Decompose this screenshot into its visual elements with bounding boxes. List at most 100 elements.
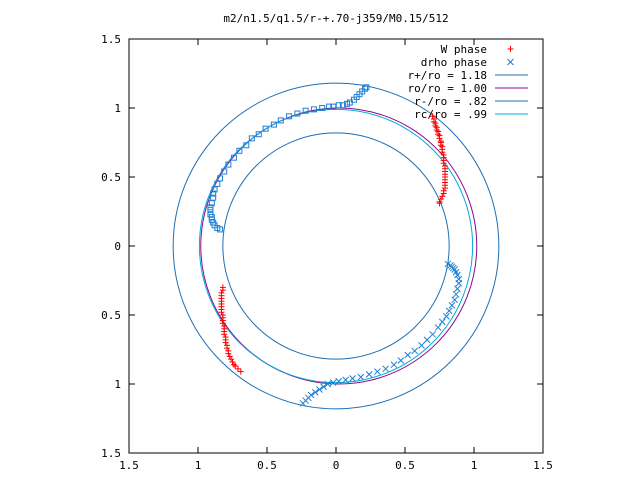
point-d_arc1-21 <box>255 131 262 138</box>
point-w_arc1-29 <box>442 185 449 192</box>
y-tick-label: 1.5 <box>101 33 121 46</box>
point-d_arc1-17 <box>230 154 237 161</box>
point-w_arc1-4 <box>432 122 439 129</box>
point-w_arc2-17 <box>221 331 228 338</box>
point-d_arc2-29 <box>342 376 350 384</box>
x-tick-label: 0.5 <box>257 459 277 472</box>
point-d_arc1-20 <box>248 135 255 142</box>
point-d_arc1-33 <box>339 102 346 109</box>
point-d_arc2-9 <box>454 285 461 293</box>
point-d_arc1-8 <box>207 204 214 211</box>
y-tick-label: 0.5 <box>101 171 121 184</box>
point-w_arc1-8 <box>435 131 442 138</box>
point-d_arc1-16 <box>225 161 232 168</box>
point-d_arc1-22 <box>262 125 269 132</box>
point-w_arc2-13 <box>219 320 226 327</box>
legend-label-c4: rc/ro = .99 <box>414 108 487 121</box>
point-w_arc1-16 <box>439 149 446 156</box>
point-w_arc1-31 <box>440 190 447 197</box>
x-tick-label: 1 <box>195 459 202 472</box>
point-d_arc2-19 <box>418 342 425 349</box>
point-w_arc1-32 <box>439 193 446 200</box>
x-tick-label: 1.5 <box>119 459 139 472</box>
legend-sample-d <box>507 58 514 66</box>
point-w_arc2-20 <box>222 339 229 346</box>
point-d_arc1-11 <box>210 190 217 197</box>
point-d_arc2-23 <box>390 361 398 369</box>
point-d_arc2-35 <box>311 388 319 396</box>
point-d_arc2-11 <box>451 296 459 304</box>
point-w_arc1-10 <box>436 135 443 142</box>
point-d_arc1-27 <box>302 107 309 114</box>
point-w_arc1-0 <box>429 113 436 120</box>
point-w_arc2-9 <box>218 309 225 316</box>
point-w_arc1-13 <box>437 142 444 149</box>
point-d_arc2-8 <box>455 279 463 287</box>
point-d_arc2-17 <box>429 330 436 338</box>
point-d_arc1-13 <box>214 180 221 187</box>
point-d_arc1-41 <box>363 84 370 91</box>
point-w_arc2-1 <box>219 287 226 294</box>
point-d_arc2-22 <box>397 357 405 364</box>
legend-label-w: W phase <box>441 43 487 56</box>
points-layer <box>207 84 463 407</box>
legend-label-c2: ro/ro = 1.00 <box>408 82 487 95</box>
point-d_arc1-40 <box>361 85 368 92</box>
point-d_arc2-14 <box>443 313 450 320</box>
x-tick-label: 0 <box>333 459 340 472</box>
point-d_arc2-13 <box>445 307 453 315</box>
point-w_arc2-25 <box>226 353 233 360</box>
point-w_arc1-35 <box>436 200 443 207</box>
point-d_arc2-34 <box>316 386 323 393</box>
point-d_arc2-24 <box>382 365 390 373</box>
point-d_arc2-26 <box>365 370 373 378</box>
point-d_arc2-21 <box>404 351 412 359</box>
x-tick-label: 1 <box>471 459 478 472</box>
point-w_arc2-28 <box>230 361 237 368</box>
point-d_arc2-20 <box>411 347 419 355</box>
circle-c1 <box>172 82 500 410</box>
point-d_arc1-30 <box>326 103 333 110</box>
point-w_arc2-27 <box>229 358 236 365</box>
point-d_arc2-25 <box>374 368 381 375</box>
legend-sample-w <box>507 46 514 52</box>
point-d_arc1-9 <box>208 200 215 207</box>
point-d_arc1-19 <box>243 142 250 149</box>
y-tick-label: 1 <box>114 378 121 391</box>
point-d_arc1-14 <box>217 175 224 182</box>
point-d_arc1-6 <box>207 211 214 218</box>
point-d_arc2-32 <box>324 380 332 388</box>
point-d_arc1-32 <box>335 102 342 109</box>
point-w_arc2-29 <box>232 363 239 370</box>
point-d_arc2-39 <box>299 399 307 407</box>
y-tick-label: 1 <box>114 102 121 115</box>
point-d_arc2-27 <box>357 373 365 381</box>
y-tick-label: 0.5 <box>101 309 121 322</box>
point-w_arc1-33 <box>437 196 444 203</box>
point-d_arc2-10 <box>452 290 460 298</box>
chart-title: m2/n1.5/q1.5/r-+.70-j359/M0.15/512 <box>223 12 448 25</box>
y-tick-label: 1.5 <box>101 447 121 460</box>
legend-label-c3: r-/ro = .82 <box>414 95 487 108</box>
circle-c4 <box>198 108 474 384</box>
legend-label-d: drho phase <box>421 56 487 69</box>
point-d_arc2-33 <box>320 383 327 391</box>
circle-c3 <box>222 132 450 360</box>
point-d_arc2-6 <box>454 271 461 279</box>
point-d_arc2-12 <box>448 301 456 309</box>
point-d_arc1-10 <box>210 194 217 201</box>
point-d_arc1-26 <box>294 110 301 117</box>
point-d_arc2-18 <box>423 336 431 344</box>
point-w_arc2-22 <box>223 345 230 352</box>
point-w_arc1-20 <box>440 160 447 167</box>
point-d_arc1-31 <box>330 103 337 110</box>
point-d_arc1-25 <box>286 113 293 120</box>
point-d_arc2-28 <box>349 375 356 382</box>
point-d_arc2-16 <box>434 324 442 331</box>
point-d_arc2-31 <box>329 379 337 386</box>
point-w_arc2-30 <box>235 365 242 372</box>
point-w_arc1-6 <box>433 127 440 134</box>
point-d_arc2-30 <box>335 377 343 385</box>
